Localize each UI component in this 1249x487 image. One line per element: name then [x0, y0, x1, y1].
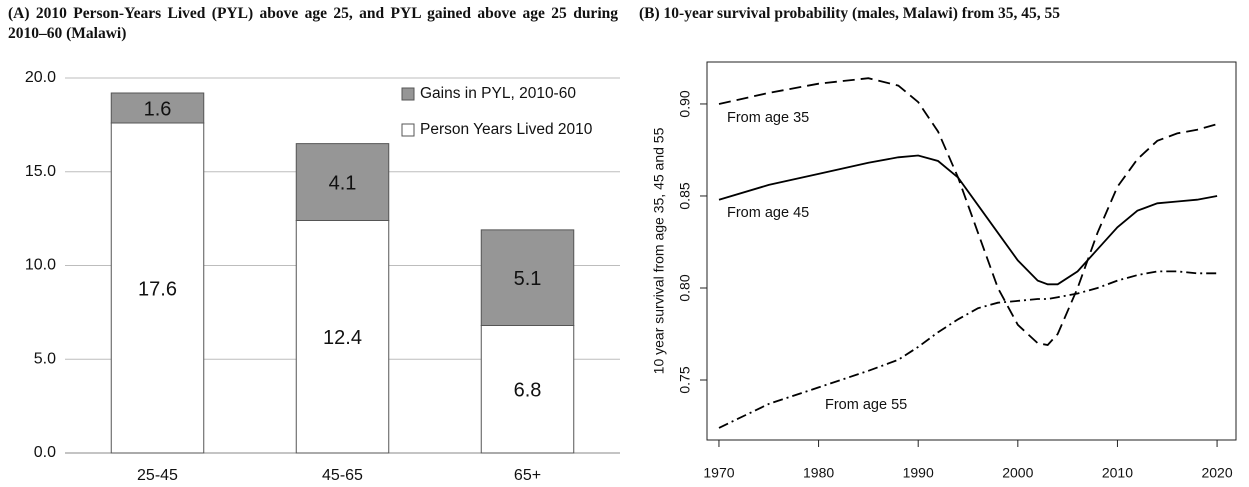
chart-title: (B) 10-year survival probability (males,…	[639, 5, 1061, 22]
bar-segment	[480, 229, 575, 326]
y-tick-label: 10.0	[25, 257, 56, 274]
line-series	[718, 154, 1218, 286]
x-tick-label: 1970	[703, 465, 734, 481]
x-tick-label: 1990	[903, 465, 934, 481]
x-tick-label: 45-65	[322, 467, 363, 484]
y-tick-label: 0.0	[34, 444, 56, 461]
line-series	[718, 270, 1218, 429]
bar-segment	[110, 92, 205, 124]
x-tick-label: 25-45	[137, 467, 178, 484]
bar-segment	[110, 122, 205, 454]
x-tick-label: 2000	[1002, 465, 1033, 481]
data-label: 4.1	[329, 172, 357, 194]
x-tick-label: 2020	[1201, 465, 1232, 481]
line-series	[718, 77, 1218, 346]
data-label: 12.4	[323, 327, 362, 349]
series-label: From age 35	[727, 110, 809, 126]
x-tick-label: 1980	[803, 465, 834, 481]
y-tick-label: 15.0	[25, 163, 56, 180]
legend-label: Person Years Lived 2010	[420, 121, 593, 138]
y-tick-label: 0.80	[677, 274, 693, 301]
bar-segment	[295, 143, 390, 221]
y-tick-label: 0.75	[677, 366, 693, 393]
y-tick-label: 0.90	[677, 90, 693, 117]
plot-frame	[706, 61, 1237, 441]
x-tick-label: 65+	[514, 467, 541, 484]
data-label: 5.1	[514, 268, 542, 290]
series-label: From age 55	[825, 397, 907, 413]
x-tick-label: 2010	[1102, 465, 1133, 481]
y-tick-label: 5.0	[34, 350, 56, 367]
data-label: 6.8	[514, 380, 542, 402]
data-label: 1.6	[144, 98, 172, 120]
bar-segment	[295, 220, 390, 454]
data-label: 17.6	[138, 278, 177, 300]
y-tick-label: 0.85	[677, 182, 693, 209]
bar-segment	[480, 325, 575, 454]
legend-swatch	[401, 123, 415, 137]
legend-swatch	[401, 87, 415, 101]
chart-title: (A) 2010 Person-Years Lived (PYL) above …	[8, 5, 618, 42]
y-tick-label: 20.0	[25, 69, 56, 86]
series-label: From age 45	[727, 205, 809, 221]
legend-label: Gains in PYL, 2010-60	[420, 85, 576, 102]
y-axis-label: 10 year survival from age 35, 45 and 55	[651, 127, 667, 374]
